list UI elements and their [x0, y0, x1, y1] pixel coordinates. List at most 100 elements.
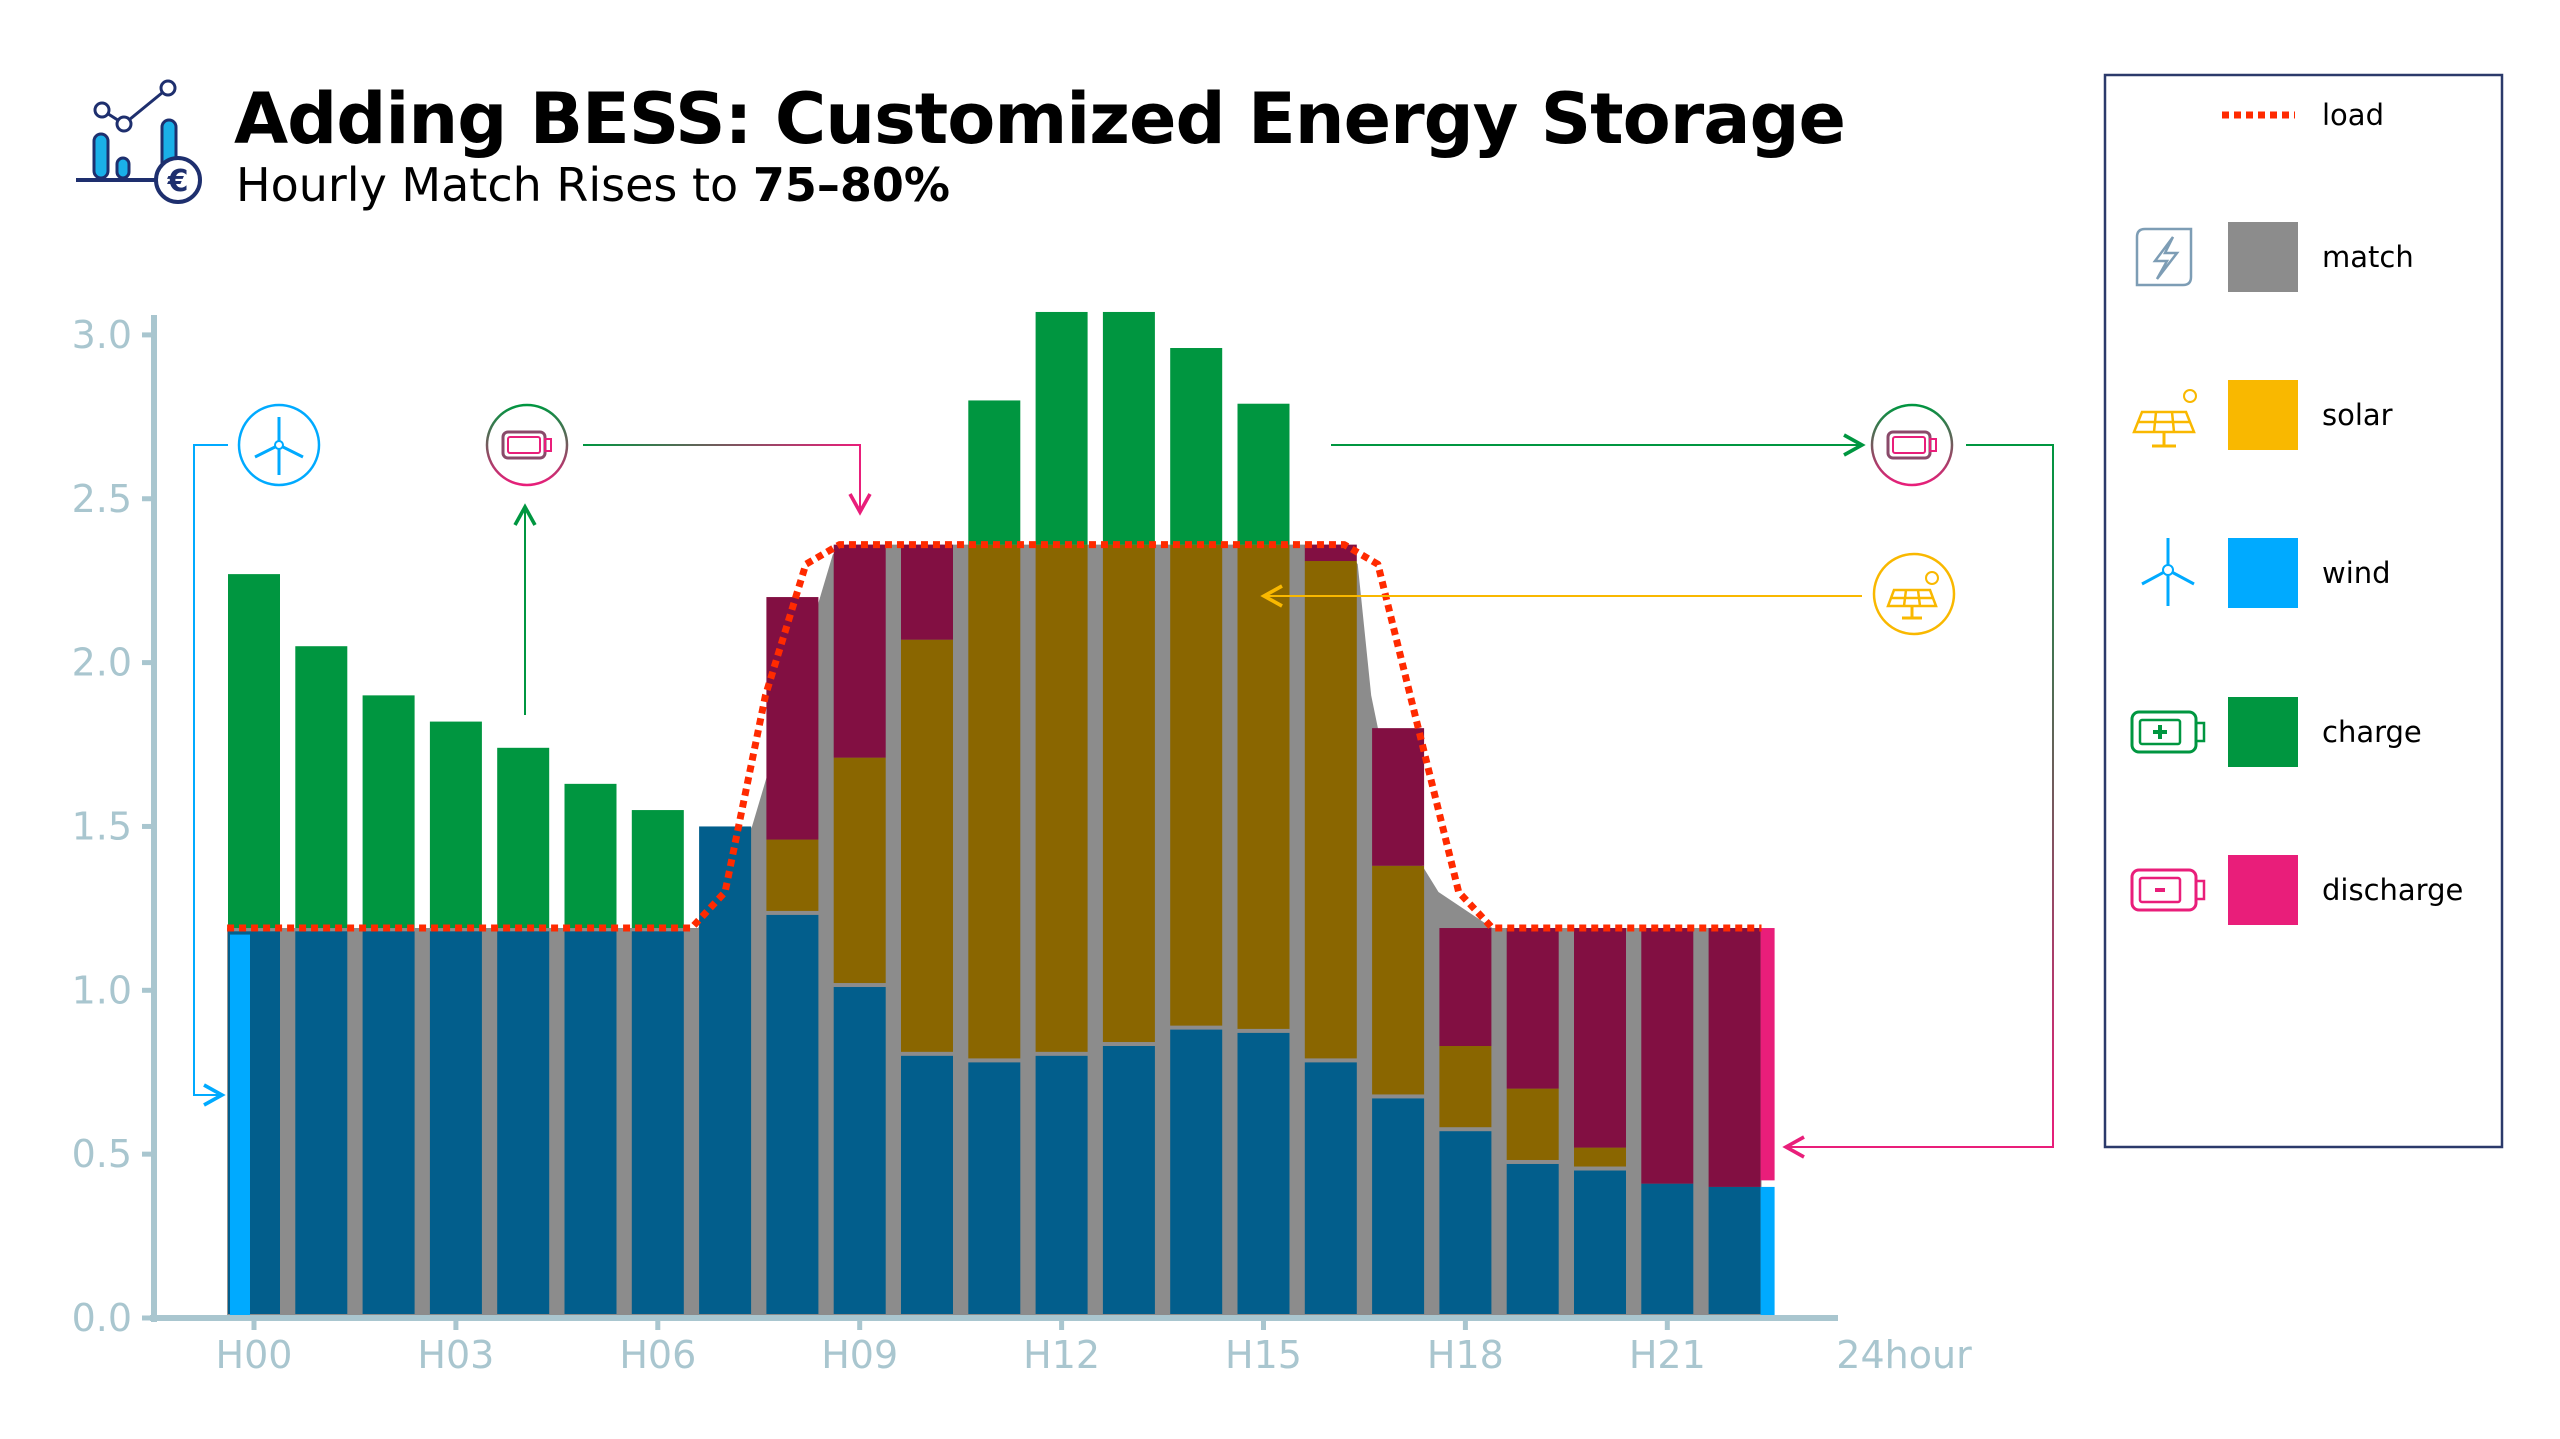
legend-label-discharge: discharge	[2322, 873, 2463, 907]
bar-discharge-end	[1760, 928, 1775, 1181]
bar-wind-h13	[1102, 1046, 1155, 1314]
bar-wind-h9	[833, 987, 886, 1314]
legend-item-solar: solar	[2132, 380, 2393, 450]
bar-wind-h16	[1304, 1062, 1357, 1314]
legend-label-solar: solar	[2322, 398, 2393, 432]
bar-wind-h22	[1708, 1186, 1761, 1314]
bar-wind-h12	[1035, 1055, 1088, 1314]
bar-wind-h11	[968, 1062, 1021, 1314]
bar-discharge-h19	[1506, 928, 1559, 1089]
bar-wind-h20	[1574, 1170, 1626, 1314]
bar-discharge-h8	[766, 597, 819, 840]
bar-charge-h12	[1035, 311, 1088, 545]
bar-wind-h4	[497, 931, 550, 1314]
bar-wind-h17	[1372, 1098, 1425, 1314]
svg-text:€: €	[167, 164, 189, 199]
bar-solar-h11	[968, 544, 1021, 1059]
legend-label-load: load	[2322, 98, 2384, 132]
x-axis-label: 24hour	[1836, 1333, 1972, 1377]
discharge-morning-arrow	[583, 444, 872, 516]
legend-label-wind: wind	[2322, 556, 2391, 590]
battery-minus-icon	[2130, 868, 2206, 912]
bar-wind-h7	[699, 826, 752, 1314]
bar-solar-h13	[1102, 544, 1155, 1043]
chart-subtitle: Hourly Match Rises to 75–80%	[236, 158, 950, 212]
bar-wind-h3	[429, 931, 482, 1314]
solar-panel-icon	[2132, 389, 2197, 448]
bar-charge-h15	[1237, 403, 1290, 545]
y-tick-label: 1.5	[72, 804, 132, 848]
bar-discharge-h22	[1708, 928, 1761, 1187]
chart-title: Adding BESS: Customized Energy Storage	[234, 78, 1846, 160]
bar-wind-h15	[1237, 1032, 1290, 1314]
solar-panel-icon	[1872, 552, 1956, 636]
x-tick-label: H18	[1427, 1333, 1504, 1377]
legend-item-wind: wind	[2141, 538, 2391, 608]
bar-solar-h20	[1574, 1147, 1626, 1167]
battery-icon-left	[485, 403, 569, 487]
y-tick-label: 0.0	[72, 1296, 132, 1340]
y-tick-label: 1.0	[72, 968, 132, 1012]
bar-charge-h0	[228, 574, 280, 929]
wind-annotation-arrow	[193, 444, 228, 1107]
wind-turbine-icon	[2141, 538, 2195, 606]
lightning-icon	[2135, 227, 2193, 287]
bar-wind-h5	[564, 931, 617, 1314]
bar-charge-h2	[362, 695, 415, 929]
x-tick-label: H00	[216, 1333, 293, 1377]
bar-charge-h11	[968, 400, 1021, 545]
bar-solar-h14	[1170, 544, 1223, 1026]
chart-logo-icon: €	[72, 76, 212, 220]
bar-discharge-h21	[1641, 928, 1694, 1184]
bar-wind-h19	[1506, 1163, 1559, 1314]
bar-solar-h17	[1372, 865, 1425, 1095]
bar-charge-h6	[631, 810, 684, 929]
bar-solar-h18	[1439, 1046, 1492, 1128]
legend: load match solar	[2103, 73, 2504, 1149]
bar-solar-h10	[901, 639, 953, 1052]
annotations	[193, 403, 2054, 1159]
battery-plus-icon	[2130, 710, 2206, 754]
bar-solar-h15	[1237, 544, 1290, 1029]
bar-charge-h14	[1170, 348, 1223, 545]
bar-discharge-h20	[1574, 928, 1626, 1148]
bar-wind-h1	[295, 931, 348, 1314]
legend-label-charge: charge	[2322, 715, 2422, 749]
x-tick-label: H15	[1225, 1333, 1302, 1377]
y-tick-label: 2.0	[72, 641, 132, 685]
bar-discharge-h9	[833, 544, 886, 758]
subtitle-highlight: 75–80%	[752, 158, 950, 212]
legend-item-match: match	[2135, 222, 2414, 292]
x-tick-label: H12	[1023, 1333, 1100, 1377]
x-tick-label: H03	[417, 1333, 494, 1377]
bar-wind-unmatched-end	[1760, 1186, 1775, 1318]
bar-charge-h5	[564, 783, 617, 929]
bar-solar-h8	[766, 839, 819, 911]
bar-solar-h9	[833, 757, 886, 984]
bar-charge-h4	[497, 747, 550, 929]
bar-solar-h16	[1304, 561, 1357, 1059]
x-tick-label: H09	[821, 1333, 898, 1377]
bar-wind-h8	[766, 914, 819, 1314]
discharge-evening-arrow	[1782, 444, 2054, 1159]
bar-discharge-h18	[1439, 928, 1492, 1047]
bar-wind-h21	[1641, 1183, 1694, 1314]
legend-label-match: match	[2322, 240, 2414, 274]
bar-wind-h10	[901, 1055, 953, 1314]
bar-discharge-h17	[1372, 728, 1425, 866]
x-tick-label: H06	[619, 1333, 696, 1377]
bar-wind-h18	[1439, 1131, 1492, 1314]
bar-charge-h1	[295, 646, 348, 929]
bar-wind-unmatched-start	[230, 934, 250, 1318]
bar-solar-h19	[1506, 1088, 1559, 1160]
bar-charge-h13	[1102, 311, 1155, 545]
legend-item-charge: charge	[2130, 697, 2422, 767]
bar-wind-h14	[1170, 1029, 1223, 1314]
bar-wind-h6	[631, 931, 684, 1314]
legend-item-discharge: discharge	[2130, 855, 2463, 925]
y-tick-label: 2.5	[72, 477, 132, 521]
battery-icon-right	[1870, 403, 1954, 487]
load-line	[227, 541, 1762, 932]
bar-solar-h12	[1035, 544, 1088, 1052]
